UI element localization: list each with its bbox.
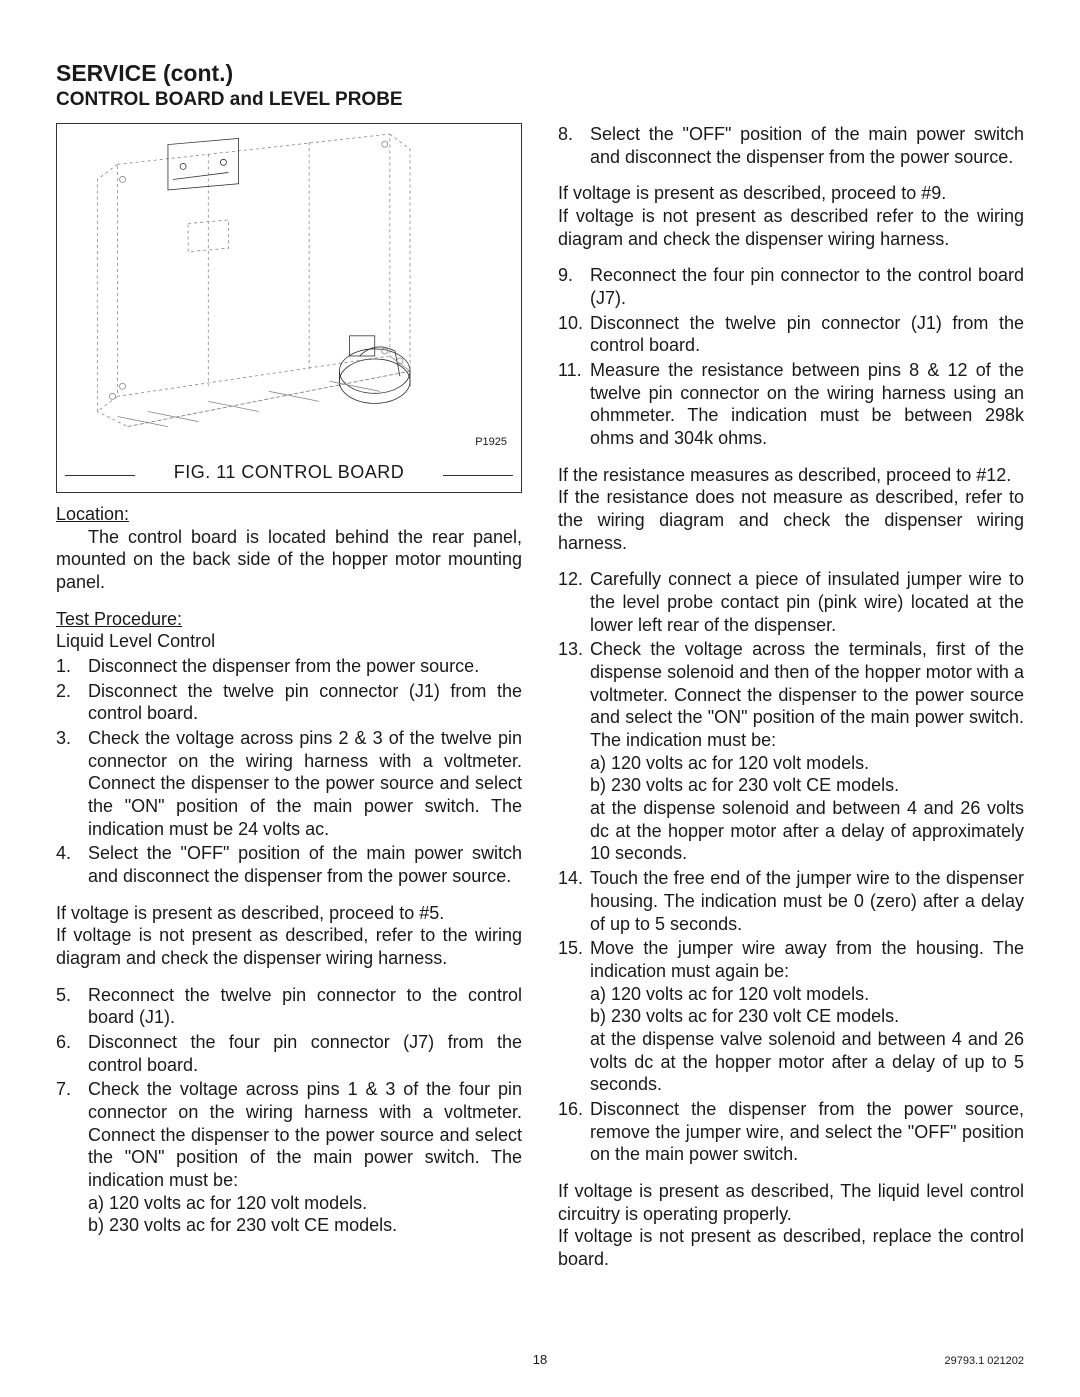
step-tail: at the dispense valve solenoid and betwe… (590, 1028, 1024, 1096)
step-item: 4.Select the "OFF" position of the main … (56, 842, 522, 887)
right-condition-3: If voltage is present as described, The … (558, 1180, 1024, 1271)
right-column: 8.Select the "OFF" position of the main … (558, 123, 1024, 1285)
step-item: 14.Touch the free end of the jumper wire… (558, 867, 1024, 935)
step-text: Check the voltage across pins 2 & 3 of t… (88, 727, 522, 840)
step-text: Reconnect the four pin connector to the … (590, 264, 1024, 309)
left-condition-1: If voltage is present as described, proc… (56, 902, 522, 970)
footer-doc: 29793.1 021202 (944, 1355, 1024, 1367)
step-item: 7.Check the voltage across pins 1 & 3 of… (56, 1078, 522, 1237)
footer-page: 18 (0, 1352, 1080, 1367)
step-number: 7. (56, 1078, 88, 1237)
step-item: 9.Reconnect the four pin connector to th… (558, 264, 1024, 309)
title-main: SERVICE (cont.) (56, 60, 1024, 87)
step-item: 3.Check the voltage across pins 2 & 3 of… (56, 727, 522, 840)
figure-control-board: P1925 FIG. 11 CONTROL BOARD (56, 123, 522, 493)
step-number: 1. (56, 655, 88, 678)
step-number: 10. (558, 312, 590, 357)
test-subheading: Liquid Level Control (56, 630, 522, 653)
step-number: 16. (558, 1098, 590, 1166)
step-item: 13.Check the voltage across the terminal… (558, 638, 1024, 865)
step-text: Move the jumper wire away from the housi… (590, 937, 1024, 1096)
figure-caption-tail-line (443, 475, 513, 476)
step-text: Touch the free end of the jumper wire to… (590, 867, 1024, 935)
step-number: 8. (558, 123, 590, 168)
step-number: 3. (56, 727, 88, 840)
figure-caption: FIG. 11 CONTROL BOARD (57, 461, 521, 484)
step-item: 12.Carefully connect a piece of insulate… (558, 568, 1024, 636)
right-steps-1: 8.Select the "OFF" position of the main … (558, 123, 1024, 168)
step-item: 6.Disconnect the four pin connector (J7)… (56, 1031, 522, 1076)
step-number: 2. (56, 680, 88, 725)
step-item: 8.Select the "OFF" position of the main … (558, 123, 1024, 168)
step-number: 13. (558, 638, 590, 865)
left-steps-1: 1.Disconnect the dispenser from the powe… (56, 655, 522, 888)
step-text: Select the "OFF" position of the main po… (590, 123, 1024, 168)
step-text: Disconnect the twelve pin connector (J1)… (590, 312, 1024, 357)
step-item: 11.Measure the resistance between pins 8… (558, 359, 1024, 450)
step-text: Disconnect the twelve pin connector (J1)… (88, 680, 522, 725)
step-number: 9. (558, 264, 590, 309)
step-item: 2.Disconnect the twelve pin connector (J… (56, 680, 522, 725)
step-number: 4. (56, 842, 88, 887)
location-body: The control board is located behind the … (56, 526, 522, 594)
figure-partno: P1925 (475, 436, 507, 450)
location-heading: Location: (56, 503, 522, 526)
step-item: 5.Reconnect the twelve pin connector to … (56, 984, 522, 1029)
body-columns: P1925 FIG. 11 CONTROL BOARD Location: Th… (56, 123, 1024, 1285)
step-text: Disconnect the four pin connector (J7) f… (88, 1031, 522, 1076)
step-text: Disconnect the dispenser from the power … (88, 655, 522, 678)
left-column: P1925 FIG. 11 CONTROL BOARD Location: Th… (56, 123, 522, 1285)
step-item: 16.Disconnect the dispenser from the pow… (558, 1098, 1024, 1166)
step-number: 6. (56, 1031, 88, 1076)
step-text: Carefully connect a piece of insulated j… (590, 568, 1024, 636)
step-subletter: a) 120 volts ac for 120 volt models. (88, 1192, 522, 1215)
title-sub: CONTROL BOARD and LEVEL PROBE (56, 89, 1024, 111)
step-number: 15. (558, 937, 590, 1096)
step-text: Measure the resistance between pins 8 & … (590, 359, 1024, 450)
step-number: 12. (558, 568, 590, 636)
right-condition-2: If the resistance measures as described,… (558, 464, 1024, 555)
right-steps-2: 9.Reconnect the four pin connector to th… (558, 264, 1024, 449)
step-item: 1.Disconnect the dispenser from the powe… (56, 655, 522, 678)
step-number: 14. (558, 867, 590, 935)
control-board-sketch (57, 124, 521, 487)
step-text: Reconnect the twelve pin connector to th… (88, 984, 522, 1029)
step-text: Check the voltage across pins 1 & 3 of t… (88, 1078, 522, 1237)
right-condition-1: If voltage is present as described, proc… (558, 182, 1024, 250)
right-steps-3: 12.Carefully connect a piece of insulate… (558, 568, 1024, 1165)
step-subletter: b) 230 volts ac for 230 volt CE models. (590, 774, 1024, 797)
step-number: 5. (56, 984, 88, 1029)
step-subletter: b) 230 volts ac for 230 volt CE models. (88, 1214, 522, 1237)
step-item: 10.Disconnect the twelve pin connector (… (558, 312, 1024, 357)
left-steps-2: 5.Reconnect the twelve pin connector to … (56, 984, 522, 1237)
step-text: Select the "OFF" position of the main po… (88, 842, 522, 887)
step-subletter: b) 230 volts ac for 230 volt CE models. (590, 1005, 1024, 1028)
step-subletter: a) 120 volts ac for 120 volt models. (590, 752, 1024, 775)
step-number: 11. (558, 359, 590, 450)
step-tail: at the dispense solenoid and between 4 a… (590, 797, 1024, 865)
step-item: 15.Move the jumper wire away from the ho… (558, 937, 1024, 1096)
step-subletter: a) 120 volts ac for 120 volt models. (590, 983, 1024, 1006)
title-block: SERVICE (cont.) CONTROL BOARD and LEVEL … (56, 60, 1024, 111)
test-procedure-heading: Test Procedure: (56, 608, 522, 631)
step-text: Check the voltage across the terminals, … (590, 638, 1024, 865)
step-text: Disconnect the dispenser from the power … (590, 1098, 1024, 1166)
